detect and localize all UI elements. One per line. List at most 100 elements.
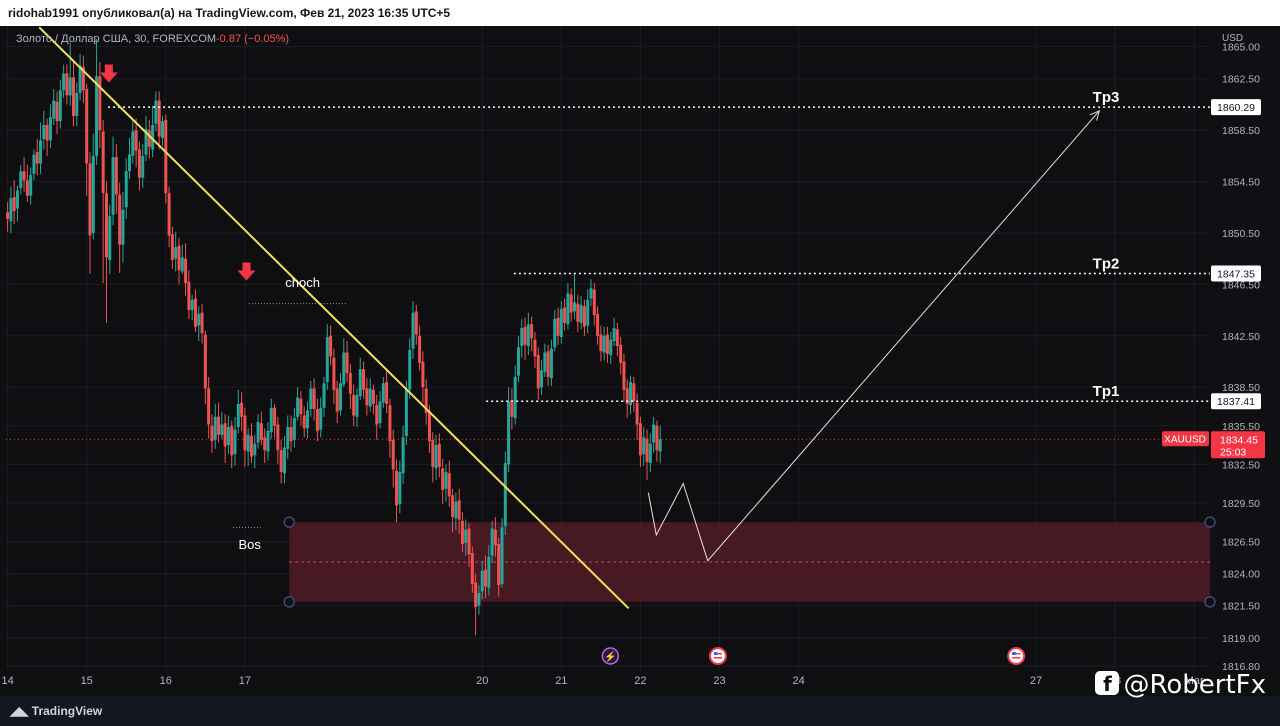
candle [180,244,184,275]
candle-body [279,450,283,473]
candle [276,416,280,465]
candle [29,167,33,205]
level-badge: 1837.41 [1217,396,1255,408]
candle-body [556,317,560,336]
flag-canton [1012,652,1016,655]
candle [414,304,418,345]
candle [48,104,52,149]
candle-body [652,424,656,443]
price-tick: 1850.50 [1222,228,1260,240]
candle [513,365,517,425]
candle [141,144,145,188]
demand-zone [283,516,1216,608]
candle-body [573,302,577,312]
candle-body [503,463,507,527]
candle-body [19,171,23,188]
candle [424,379,428,425]
candle-body [451,495,455,518]
candle-body [190,299,194,311]
candle [22,157,26,192]
time-tick: 21 [555,675,567,687]
candle-body [418,335,422,363]
candle [421,351,425,403]
candle [184,243,188,296]
candle [246,428,250,466]
candle [279,439,283,484]
candle [210,414,214,453]
annotation-choch: choch [285,275,320,290]
candle [395,459,399,523]
candle [362,361,366,399]
candle-body [576,303,580,322]
candle [645,429,649,480]
candle-body [582,306,586,327]
candle-body [174,247,178,259]
candle-body [319,407,323,430]
candle [160,115,164,146]
candle [108,204,112,275]
candle [91,133,95,240]
candle [530,316,534,352]
candle-body [655,425,659,451]
price-tick: 1838.50 [1222,382,1260,394]
candle-body [233,429,237,455]
candle [605,326,609,363]
candle [658,425,662,464]
candle-body [365,388,369,406]
candle-body [85,88,89,164]
price-tick: 1842.50 [1222,331,1260,343]
candle-body [530,324,534,339]
candle-body [632,383,636,402]
price-tick: 1854.50 [1222,177,1260,189]
candle-body [404,389,408,437]
candle [217,402,221,443]
candle-body [510,400,514,417]
candle-body [282,447,286,474]
level-label-tp2: Tp2 [1093,255,1120,272]
candle-body [414,311,418,335]
candle-body [263,437,267,451]
candle-body [533,339,537,357]
candle [157,91,161,150]
candle-body [256,421,260,443]
candle [589,279,593,307]
candle-body [75,92,79,116]
candles[interactable] [6,38,662,636]
candle-body [642,437,646,455]
candle [98,61,102,149]
candle [342,338,346,388]
candle-body [52,100,56,119]
candle-body [101,131,105,194]
candle-body [371,389,375,404]
price-tick: 1824.00 [1222,569,1260,581]
candle-body [378,401,382,424]
candle-body [332,357,336,390]
candle-body [15,190,19,209]
tradingview-logo[interactable]: ◢◣ TradingView [10,704,102,718]
candle [296,387,300,421]
time-tick: 27 [1030,675,1042,687]
time-tick: 14 [1,675,13,687]
candle [121,191,125,263]
candle-body [197,313,201,326]
candle [632,376,636,412]
candle [236,389,240,434]
candle [58,79,62,129]
candle [299,391,303,426]
candle [286,415,290,460]
candle-body [507,401,511,465]
level-label-tp1: Tp1 [1093,383,1120,400]
candle [197,306,201,341]
candle [566,283,570,330]
candle-body [151,124,155,150]
candle-body [424,388,428,413]
price-tick: 1832.50 [1222,459,1260,471]
candle-body [543,352,547,372]
candle [368,378,372,412]
candle [187,270,191,320]
projection-path [647,110,1100,562]
price-tick: 1865.00 [1222,42,1260,54]
candle [464,519,468,556]
published-header: ridohab1991 опубликовал(а) на TradingVie… [0,0,1280,26]
